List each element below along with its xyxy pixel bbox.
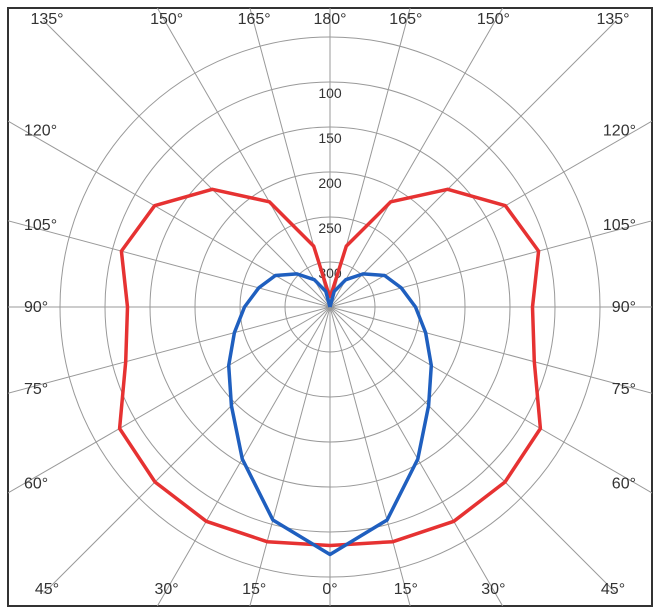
- angle-label: 15°: [394, 581, 418, 598]
- grid-spoke: [44, 307, 330, 593]
- angle-label: 105°: [24, 217, 57, 234]
- angle-label: 150°: [150, 11, 183, 28]
- angle-label: 165°: [238, 11, 271, 28]
- angle-label: 30°: [155, 581, 179, 598]
- grid-spoke: [44, 21, 330, 307]
- angle-label: 75°: [24, 381, 48, 398]
- polar-chart-svg: 300250200150100135°150°165°180°165°150°1…: [0, 0, 660, 614]
- angle-label: 60°: [24, 476, 48, 493]
- angle-label: 30°: [481, 581, 505, 598]
- grid-spoke: [0, 307, 330, 412]
- grid-spoke: [330, 307, 616, 593]
- angle-label: 180°: [313, 11, 346, 28]
- angle-label: 45°: [35, 581, 59, 598]
- grid-spoke: [330, 307, 660, 412]
- radial-label: 250: [318, 220, 342, 236]
- radial-label: 200: [318, 175, 342, 191]
- angle-label: 165°: [389, 11, 422, 28]
- grid-spoke: [330, 307, 660, 510]
- angle-label: 45°: [601, 581, 625, 598]
- radial-label: 100: [318, 85, 342, 101]
- angle-label: 90°: [612, 299, 636, 316]
- angle-label: 120°: [603, 122, 636, 139]
- angle-label: 135°: [596, 11, 629, 28]
- angle-label: 120°: [24, 122, 57, 139]
- angle-label: 75°: [612, 381, 636, 398]
- grid-spoke: [0, 307, 330, 510]
- radial-label: 150: [318, 130, 342, 146]
- angle-label: 15°: [242, 581, 266, 598]
- angle-label: 150°: [477, 11, 510, 28]
- grid-spoke: [330, 21, 616, 307]
- angle-label: 105°: [603, 217, 636, 234]
- angle-label: 90°: [24, 299, 48, 316]
- angle-label: 135°: [30, 11, 63, 28]
- polar-chart-container: 300250200150100135°150°165°180°165°150°1…: [0, 0, 660, 614]
- angle-label: 60°: [612, 476, 636, 493]
- angle-label: 0°: [322, 581, 337, 598]
